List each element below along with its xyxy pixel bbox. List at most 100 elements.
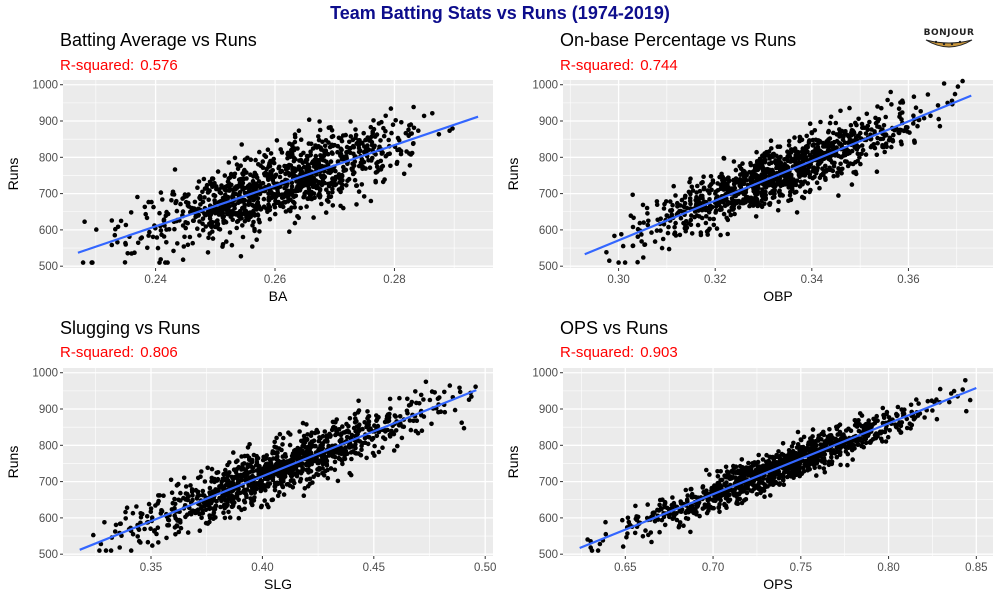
data-point xyxy=(813,146,818,151)
data-point xyxy=(236,464,241,470)
data-point xyxy=(344,144,350,150)
data-point xyxy=(757,159,763,164)
data-point xyxy=(883,141,889,146)
data-point xyxy=(229,210,235,216)
data-point xyxy=(756,482,761,488)
data-point xyxy=(118,218,124,224)
data-point xyxy=(754,492,760,497)
data-point xyxy=(695,222,701,228)
data-point xyxy=(858,161,863,167)
data-point xyxy=(222,184,228,190)
y-tick-label: 800 xyxy=(39,152,58,164)
data-point xyxy=(849,182,855,187)
data-point xyxy=(214,470,219,476)
data-point xyxy=(180,196,185,201)
data-point xyxy=(734,501,739,506)
data-point xyxy=(285,155,290,161)
data-point xyxy=(323,138,329,143)
data-point xyxy=(768,190,773,196)
data-point xyxy=(207,506,212,512)
data-point xyxy=(298,171,303,177)
data-point xyxy=(646,218,651,224)
data-point xyxy=(364,455,369,461)
data-point xyxy=(817,464,822,470)
data-point xyxy=(929,398,934,404)
data-point xyxy=(645,222,651,228)
data-point xyxy=(760,480,766,486)
data-point xyxy=(689,508,694,514)
data-point xyxy=(286,207,292,213)
data-point xyxy=(332,459,338,465)
data-point xyxy=(378,138,383,143)
data-point xyxy=(356,451,361,456)
data-point xyxy=(287,483,293,488)
data-point xyxy=(689,213,694,218)
data-point xyxy=(855,442,861,448)
data-point xyxy=(411,418,416,424)
data-point xyxy=(907,421,913,427)
data-point xyxy=(865,123,871,129)
data-point xyxy=(619,232,624,237)
data-point xyxy=(232,155,238,161)
data-point xyxy=(324,461,330,467)
data-point xyxy=(394,161,400,166)
data-point xyxy=(297,178,303,184)
data-point xyxy=(889,144,894,150)
data-point xyxy=(94,227,99,232)
data-point xyxy=(233,459,239,465)
data-point xyxy=(245,445,251,450)
y-axis-label: Runs xyxy=(505,158,521,191)
data-point xyxy=(807,172,813,177)
data-point xyxy=(585,537,590,542)
data-point xyxy=(169,198,174,203)
data-point xyxy=(713,210,718,215)
data-point xyxy=(935,103,941,108)
data-point xyxy=(869,143,875,149)
data-point xyxy=(726,175,731,181)
data-point xyxy=(746,460,751,466)
data-point xyxy=(694,512,699,517)
data-point xyxy=(232,474,237,480)
data-point xyxy=(371,118,376,123)
data-point xyxy=(843,449,849,454)
data-point xyxy=(274,445,279,450)
data-point xyxy=(834,445,840,450)
data-point xyxy=(839,154,844,160)
data-point xyxy=(780,477,786,483)
data-point xyxy=(82,219,87,224)
data-point xyxy=(632,530,638,536)
data-point xyxy=(907,130,912,135)
data-point xyxy=(753,194,758,200)
data-point xyxy=(342,156,347,162)
data-point xyxy=(139,235,145,240)
data-point xyxy=(732,211,737,217)
data-point xyxy=(181,475,187,481)
data-point xyxy=(339,147,344,153)
data-point xyxy=(252,226,257,232)
data-point xyxy=(115,224,121,230)
data-point xyxy=(317,127,323,133)
data-point xyxy=(764,153,769,158)
data-point xyxy=(767,202,772,207)
data-point xyxy=(696,501,701,506)
data-point xyxy=(161,234,167,239)
data-point xyxy=(172,525,178,530)
data-point xyxy=(698,230,704,235)
data-point xyxy=(326,190,331,196)
data-point xyxy=(378,158,384,164)
data-point xyxy=(894,413,900,419)
data-point xyxy=(712,483,717,488)
data-point xyxy=(695,183,700,189)
data-point xyxy=(853,418,858,423)
data-point xyxy=(658,228,663,233)
data-point xyxy=(332,182,338,188)
data-point xyxy=(853,120,858,126)
data-point xyxy=(269,189,274,195)
data-point xyxy=(771,191,777,196)
data-point xyxy=(318,145,324,150)
data-point xyxy=(112,529,118,534)
data-point xyxy=(421,397,426,402)
data-point xyxy=(203,507,209,513)
data-point xyxy=(740,465,745,470)
data-point xyxy=(466,397,472,403)
